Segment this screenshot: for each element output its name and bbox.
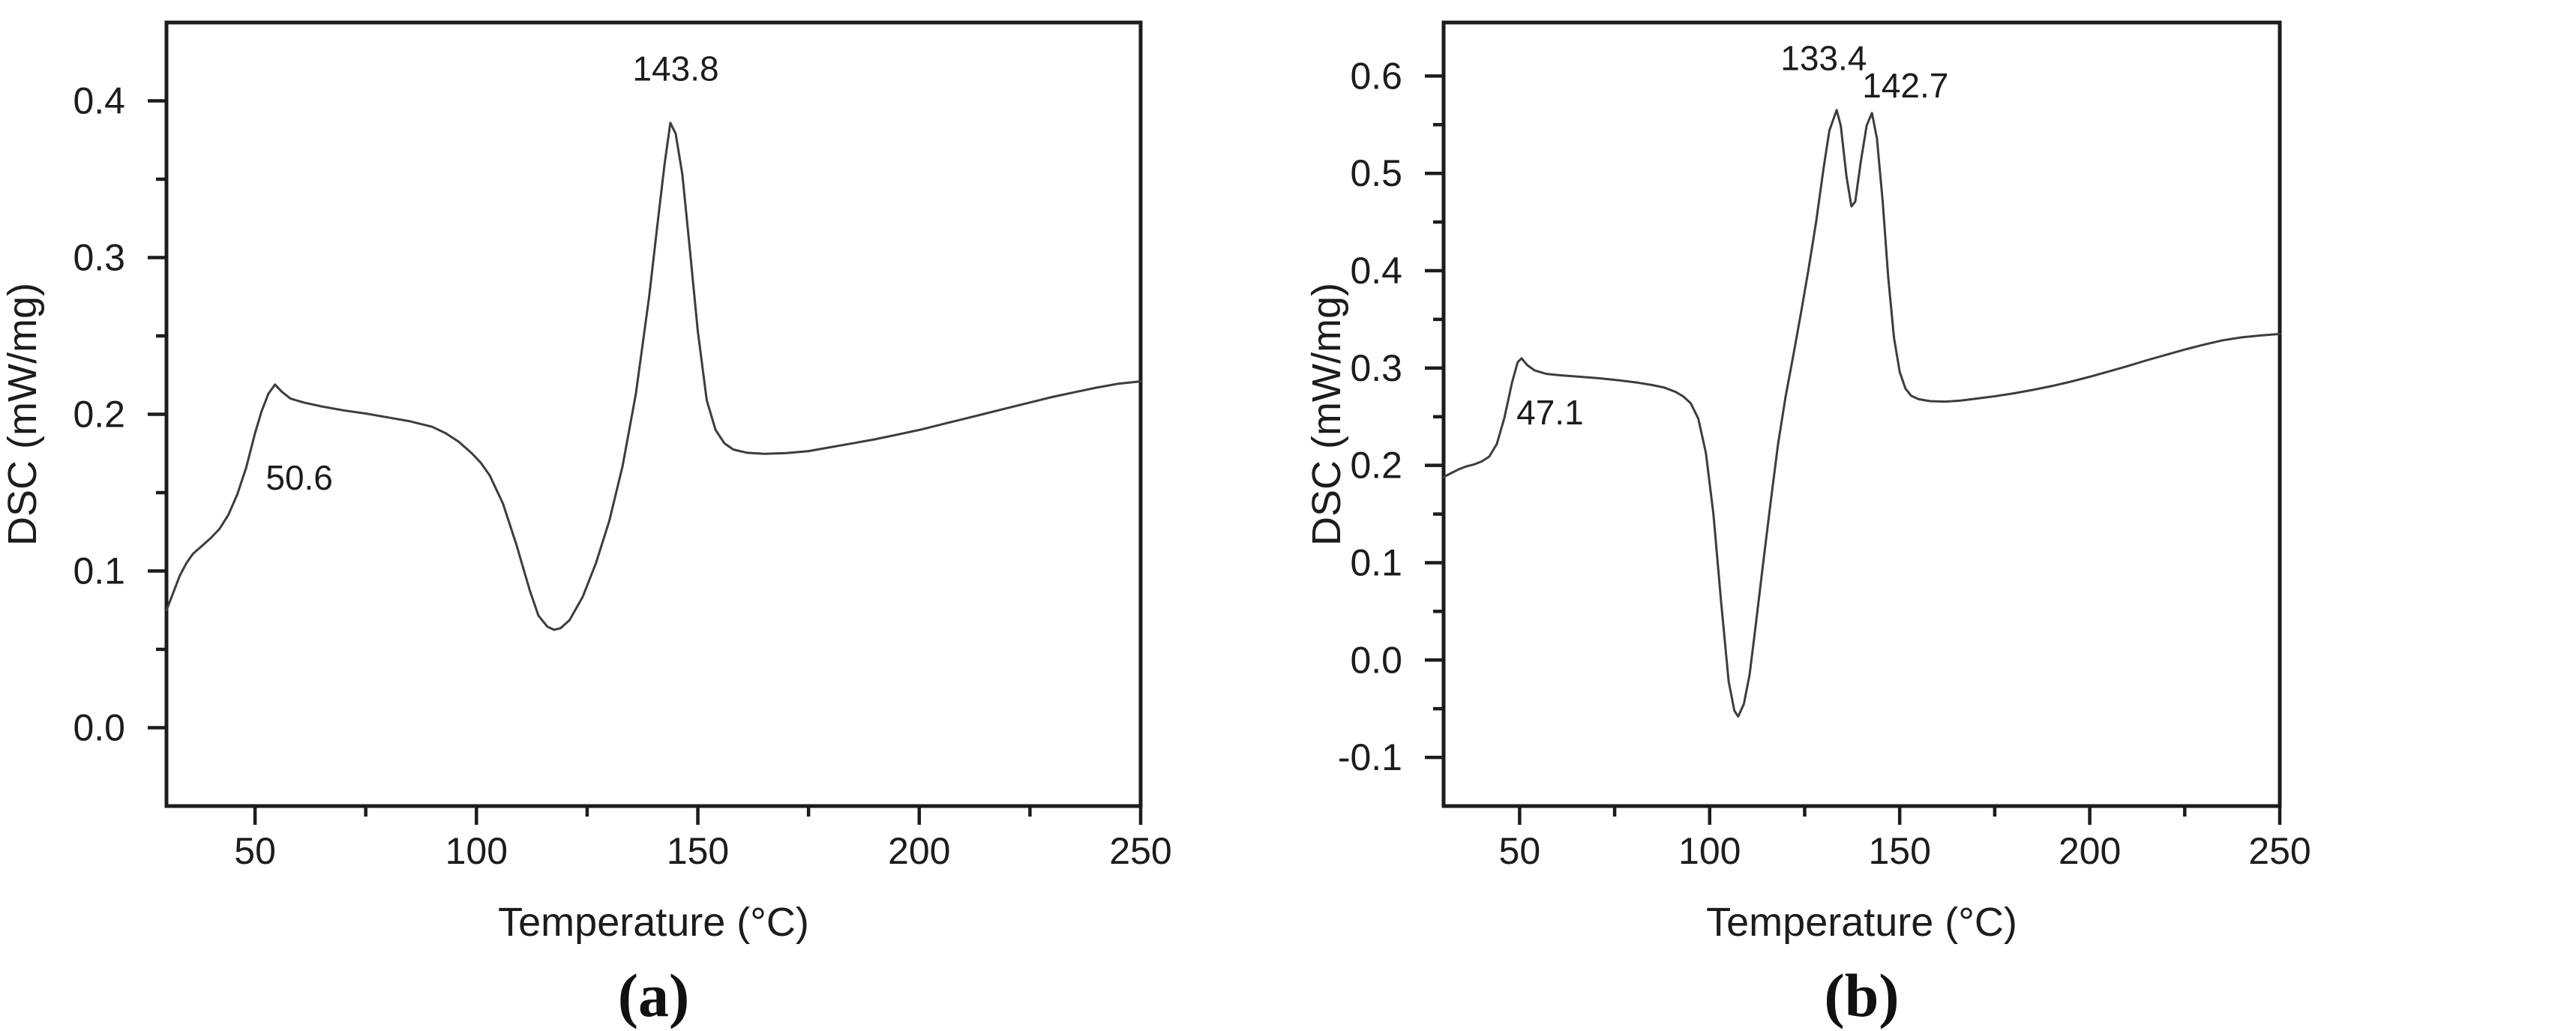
peak-annotation: 133.4 xyxy=(1780,39,1867,78)
x-axis: 50 100 150 200 250 xyxy=(1499,806,2311,872)
x-axis: 50 100 150 200 250 xyxy=(234,806,1172,872)
peak-annotation: 142.7 xyxy=(1862,66,1948,105)
peak-annotation: 47.1 xyxy=(1516,393,1584,432)
x-tick-label: 100 xyxy=(445,830,508,872)
y-tick-label: 0.6 xyxy=(1350,55,1402,97)
y-tick-label: 0.1 xyxy=(1350,541,1402,583)
x-tick-label: 50 xyxy=(234,830,276,872)
y-tick-label: 0.5 xyxy=(1350,152,1402,194)
x-tick-label: 150 xyxy=(1868,830,1930,872)
x-tick-label: 250 xyxy=(2248,830,2311,872)
x-tick-label: 50 xyxy=(1499,830,1541,872)
y-tick-label: 0.2 xyxy=(73,394,125,436)
y-tick-label: -0.1 xyxy=(1338,736,1402,778)
panel-caption: (b) xyxy=(1824,961,1899,1030)
peak-annotation: 143.8 xyxy=(632,49,718,88)
y-axis: 0.0 0.1 0.2 0.3 0.4 xyxy=(73,80,166,749)
y-tick-label: 0.0 xyxy=(73,707,125,749)
chart-panel-b: 50 100 150 200 250 -0.1 0.0 0.1 0.2 0.3 0.4 0.5 0.6 4… xyxy=(1304,20,2311,1030)
y-tick-label: 0.4 xyxy=(1350,250,1402,292)
y-tick-label: 0.3 xyxy=(1350,347,1402,389)
x-tick-label: 150 xyxy=(667,830,729,872)
panel-caption: (a) xyxy=(618,961,690,1030)
y-tick-label: 0.3 xyxy=(73,237,125,279)
y-tick-label: 0.0 xyxy=(1350,639,1402,681)
y-tick-label: 0.4 xyxy=(73,80,125,122)
y-axis: -0.1 0.0 0.1 0.2 0.3 0.4 0.5 0.6 xyxy=(1338,55,1444,778)
x-tick-label: 200 xyxy=(2059,830,2121,872)
x-tick-label: 100 xyxy=(1678,830,1741,872)
x-tick-label: 250 xyxy=(1109,830,1171,872)
plot-border xyxy=(1441,20,2282,808)
x-tick-label: 200 xyxy=(888,830,950,872)
x-axis-title: Temperature (°C) xyxy=(1706,900,2017,945)
y-tick-label: 0.1 xyxy=(73,550,125,592)
y-axis-title: DSC (mW/mg) xyxy=(0,283,45,546)
plot-border xyxy=(164,20,1143,808)
dsc-curve xyxy=(1442,109,2281,718)
peak-annotation: 50.6 xyxy=(265,458,333,497)
x-axis-title: Temperature (°C) xyxy=(498,900,809,945)
y-axis-title: DSC (mW/mg) xyxy=(1304,283,1349,546)
chart-panel-a: 50 100 150 200 250 0.0 0.1 0.2 0.3 0.4 50.6 143.8 Te… xyxy=(0,20,1172,1030)
dsc-curve xyxy=(165,121,1142,631)
y-tick-label: 0.2 xyxy=(1350,445,1402,487)
